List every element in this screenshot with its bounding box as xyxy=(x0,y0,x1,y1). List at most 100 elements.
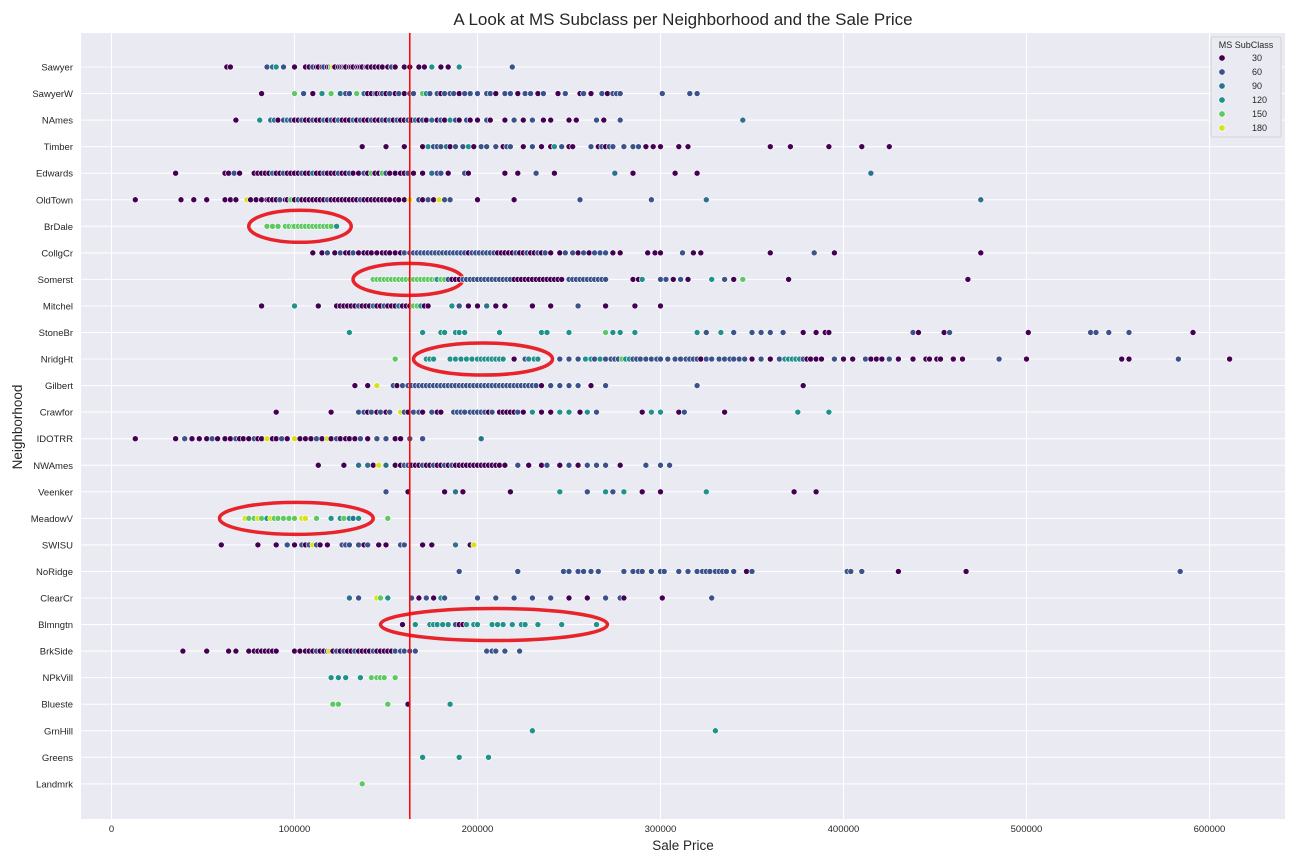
data-point xyxy=(609,249,617,257)
data-point xyxy=(977,249,985,257)
data-point xyxy=(446,196,454,204)
data-point xyxy=(554,90,562,97)
data-point xyxy=(302,435,309,443)
y-tick-label: SawyerW xyxy=(32,89,73,100)
data-point xyxy=(474,302,481,310)
data-point xyxy=(702,329,710,336)
data-point xyxy=(529,302,536,310)
data-point xyxy=(391,63,399,71)
data-point xyxy=(313,435,320,443)
data-point xyxy=(547,594,555,602)
data-point xyxy=(677,276,684,283)
data-point xyxy=(501,116,509,124)
data-point xyxy=(741,355,749,363)
data-point xyxy=(825,408,833,416)
data-point xyxy=(565,594,573,602)
data-point xyxy=(430,355,437,363)
legend-box xyxy=(1210,36,1282,138)
data-point xyxy=(422,116,430,124)
data-point xyxy=(576,408,584,416)
data-point xyxy=(534,355,542,363)
data-point xyxy=(807,355,814,363)
data-point xyxy=(501,647,509,655)
data-point xyxy=(602,488,609,496)
data-point xyxy=(329,700,337,708)
data-point xyxy=(657,276,664,283)
data-point xyxy=(721,355,728,363)
data-point xyxy=(386,90,394,97)
data-point xyxy=(336,249,344,257)
data-point xyxy=(335,700,342,708)
data-point xyxy=(675,143,683,150)
data-point xyxy=(926,355,933,363)
data-point xyxy=(604,90,611,97)
data-point xyxy=(547,382,555,389)
data-point xyxy=(532,169,540,177)
data-point xyxy=(616,329,624,336)
data-point xyxy=(812,355,820,363)
data-point xyxy=(660,568,668,575)
data-point xyxy=(609,488,617,496)
data-point xyxy=(697,355,705,363)
data-point xyxy=(514,568,522,575)
data-point xyxy=(602,249,609,257)
legend-label: 120 xyxy=(1252,95,1267,105)
legend-marker xyxy=(1218,54,1226,62)
data-point xyxy=(368,408,375,416)
data-point xyxy=(291,515,298,522)
x-tick-label: 400000 xyxy=(828,824,860,835)
data-point xyxy=(291,435,298,443)
data-point xyxy=(583,408,591,416)
data-point xyxy=(611,169,619,177)
data-point xyxy=(730,276,738,283)
data-point xyxy=(203,647,210,655)
data-point xyxy=(508,63,516,71)
data-point xyxy=(693,329,701,336)
data-point xyxy=(463,621,470,628)
data-point xyxy=(378,63,386,71)
data-point xyxy=(441,196,448,204)
data-point xyxy=(474,196,481,204)
data-point xyxy=(377,408,384,416)
x-axis-label: Sale Price xyxy=(652,838,714,853)
data-point xyxy=(565,461,573,469)
data-point xyxy=(529,727,536,735)
data-point xyxy=(375,461,383,469)
data-point xyxy=(452,143,459,150)
data-point xyxy=(501,169,509,177)
data-point xyxy=(400,647,408,655)
data-point xyxy=(283,541,291,549)
data-point xyxy=(580,90,587,97)
data-point xyxy=(565,568,573,575)
data-point xyxy=(702,488,710,496)
data-point xyxy=(909,355,917,363)
data-point xyxy=(964,276,972,283)
data-point xyxy=(708,276,716,283)
y-tick-label: NPkVill xyxy=(43,673,73,684)
data-point xyxy=(465,302,472,310)
data-point xyxy=(721,276,728,283)
data-point xyxy=(455,568,463,575)
data-point xyxy=(441,329,448,336)
data-point xyxy=(538,329,545,336)
data-point xyxy=(514,461,522,469)
data-point xyxy=(346,594,353,602)
data-point xyxy=(776,355,783,363)
data-point xyxy=(302,515,309,522)
data-point xyxy=(1118,355,1125,363)
data-point xyxy=(342,674,350,681)
data-point xyxy=(419,329,426,336)
data-point xyxy=(915,329,922,336)
data-point xyxy=(507,143,514,150)
data-point xyxy=(690,249,697,257)
data-point xyxy=(858,568,866,575)
data-point xyxy=(959,355,966,363)
data-point xyxy=(507,488,514,496)
data-point xyxy=(739,116,747,124)
data-point xyxy=(561,90,569,97)
data-point xyxy=(582,355,589,363)
data-point xyxy=(437,143,445,150)
data-point xyxy=(629,276,637,283)
legend-label: 90 xyxy=(1252,81,1262,91)
data-point xyxy=(214,435,221,443)
